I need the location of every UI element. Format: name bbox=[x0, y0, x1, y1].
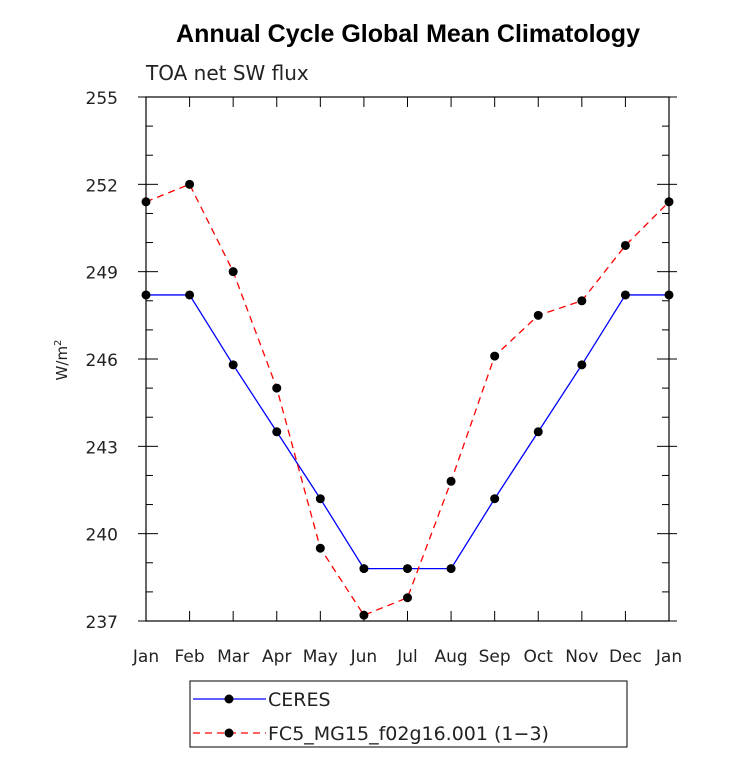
data-point bbox=[272, 427, 282, 437]
legend-marker-1 bbox=[224, 694, 234, 704]
x-tick-label: Jul bbox=[396, 647, 418, 667]
data-point bbox=[185, 290, 195, 300]
series-line-2 bbox=[145, 183, 670, 616]
data-point bbox=[359, 564, 369, 574]
data-point bbox=[403, 564, 412, 574]
chart-title: Annual Cycle Global Mean Climatology bbox=[176, 20, 640, 48]
x-tick-label: Apr bbox=[262, 647, 291, 667]
plot-area: Jan Feb Mar Apr May Jun Jul Aug Sep Oct Nov Dec Jan 2… bbox=[86, 89, 683, 667]
x-tick-label: Nov bbox=[565, 647, 598, 667]
x-tick-label: Dec bbox=[609, 647, 642, 667]
legend-marker-2 bbox=[224, 728, 234, 738]
data-point bbox=[533, 427, 543, 437]
y-axis-label-text: W/m bbox=[53, 346, 71, 381]
data-point bbox=[577, 296, 587, 306]
chart-subtitle: TOA net SW flux bbox=[145, 61, 309, 85]
x-tick-label: Mar bbox=[217, 647, 249, 667]
x-tick-label: Jan bbox=[132, 647, 159, 667]
data-point bbox=[403, 593, 412, 603]
data-point bbox=[577, 360, 587, 370]
data-point bbox=[490, 494, 500, 504]
data-point bbox=[141, 290, 151, 300]
data-point bbox=[272, 383, 282, 393]
y-tick-label: 252 bbox=[86, 176, 118, 196]
x-tick-label: Aug bbox=[434, 647, 467, 667]
data-point bbox=[359, 610, 369, 620]
y-axis-label-exponent: 2 bbox=[53, 340, 64, 346]
x-tick-label: Sep bbox=[479, 647, 511, 667]
legend-box bbox=[189, 680, 628, 748]
data-point bbox=[664, 290, 674, 300]
plot-frame bbox=[145, 96, 670, 622]
y-tick-label: 246 bbox=[86, 351, 118, 371]
y-tick-label: 255 bbox=[86, 89, 118, 109]
data-point bbox=[664, 197, 674, 207]
y-tick-label: 249 bbox=[86, 264, 118, 284]
data-point bbox=[620, 240, 630, 250]
series-line-1 bbox=[146, 294, 669, 570]
x-tick-label: May bbox=[303, 647, 338, 667]
data-point bbox=[446, 564, 456, 574]
data-point bbox=[490, 351, 500, 361]
data-point bbox=[228, 267, 238, 277]
x-tick-label: Feb bbox=[175, 647, 205, 667]
data-point bbox=[446, 476, 456, 486]
data-point bbox=[228, 360, 238, 370]
x-tick-label: Jun bbox=[350, 647, 378, 667]
data-point bbox=[533, 310, 543, 320]
data-point bbox=[185, 179, 195, 189]
legend-label-1: CERES bbox=[268, 689, 331, 711]
y-tick-label: 240 bbox=[86, 526, 118, 546]
data-point bbox=[315, 494, 325, 504]
x-tick-label: Jan bbox=[655, 647, 682, 667]
y-tick-label: 237 bbox=[86, 613, 118, 633]
y-axis-label: W/m2 bbox=[53, 340, 71, 381]
data-point bbox=[315, 543, 325, 553]
x-tick-label: Oct bbox=[524, 647, 554, 667]
legend: CERES FC5_MG15_f02g16.001 (1−3) bbox=[189, 680, 628, 748]
data-point bbox=[620, 290, 630, 300]
y-tick-label: 243 bbox=[86, 438, 118, 458]
legend-label-2: FC5_MG15_f02g16.001 (1−3) bbox=[268, 723, 549, 745]
data-point bbox=[141, 197, 151, 207]
